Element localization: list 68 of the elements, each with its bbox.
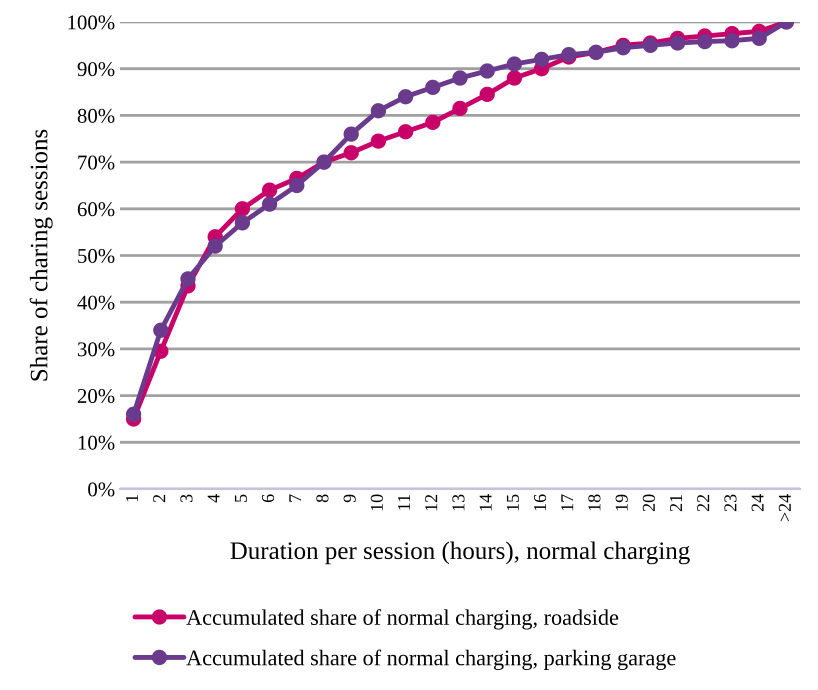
x-tick-label: 11 <box>398 494 410 510</box>
point <box>534 52 550 67</box>
point <box>752 30 767 46</box>
y-tick-label: 40% <box>77 296 114 310</box>
y-tick-label: 80% <box>78 108 114 123</box>
y-tick-label: 100% <box>68 15 114 30</box>
y-axis-title: Share of charing sessions <box>30 130 53 381</box>
point <box>262 196 278 212</box>
x-tick-label: 21 <box>670 494 682 512</box>
y-tick-label: 20% <box>78 388 114 404</box>
x-tick-label: 24 <box>752 494 764 512</box>
point <box>262 182 278 198</box>
y-tick-label: 0% <box>88 482 114 496</box>
x-tick-label: 15 <box>506 494 519 510</box>
point <box>425 114 440 130</box>
point <box>234 201 250 216</box>
point <box>425 80 440 96</box>
point <box>370 103 386 118</box>
point <box>670 35 686 51</box>
point <box>452 100 468 116</box>
y-tick-label: 10% <box>78 436 114 450</box>
point <box>344 145 359 160</box>
x-tick-label: 9 <box>344 494 356 502</box>
x-tick-label: 23 <box>724 494 737 512</box>
point <box>126 406 142 422</box>
point <box>153 322 168 338</box>
legend-label: Accumulated share of normal charging, roadside <box>186 609 618 630</box>
point <box>506 56 522 72</box>
x-tick-label: 7 <box>289 494 302 502</box>
point <box>724 33 740 48</box>
x-tick-label: 16 <box>534 494 546 510</box>
y-tick-label: 60% <box>78 202 114 216</box>
x-tick-label: 5 <box>234 494 247 502</box>
y-tick-label: 70% <box>78 155 114 170</box>
x-tick-label: 1 <box>126 494 138 502</box>
point <box>344 126 359 142</box>
point <box>180 271 196 286</box>
x-tick-label: 19 <box>616 494 628 510</box>
point <box>208 238 223 254</box>
point <box>370 133 386 149</box>
legend-label: Accumulated share of normal charging, parking garage <box>186 650 676 670</box>
x-axis-title: Duration per session (hours), normal charging <box>230 542 690 564</box>
y-tick-label: 50% <box>78 248 114 263</box>
point <box>480 86 495 102</box>
x-tick-label: 2 <box>153 494 166 502</box>
y-tick-label: 30% <box>78 342 114 356</box>
x-tick-label: 14 <box>480 494 492 510</box>
point <box>452 70 468 86</box>
x-tick-label: 8 <box>316 494 329 502</box>
point <box>480 63 495 79</box>
point <box>289 178 304 194</box>
x-tick-label: 6 <box>262 494 274 502</box>
x-tick-label: 4 <box>208 494 220 503</box>
point <box>398 124 414 140</box>
x-tick-label: 17 <box>561 494 574 510</box>
x-tick-label: 20 <box>642 494 655 512</box>
x-tick-label: 10 <box>370 494 383 510</box>
point <box>697 34 712 50</box>
x-tick-label: 3 <box>180 494 193 502</box>
y-tick-label: 90% <box>78 62 114 76</box>
point <box>234 215 250 230</box>
x-tick-label: 18 <box>588 494 601 510</box>
x-tick-label: 22 <box>697 494 710 512</box>
point <box>398 89 414 104</box>
point <box>506 70 522 86</box>
x-tick-label: 12 <box>425 494 438 510</box>
x-tick-label: >24 <box>778 494 791 522</box>
x-tick-label: 13 <box>452 494 465 510</box>
